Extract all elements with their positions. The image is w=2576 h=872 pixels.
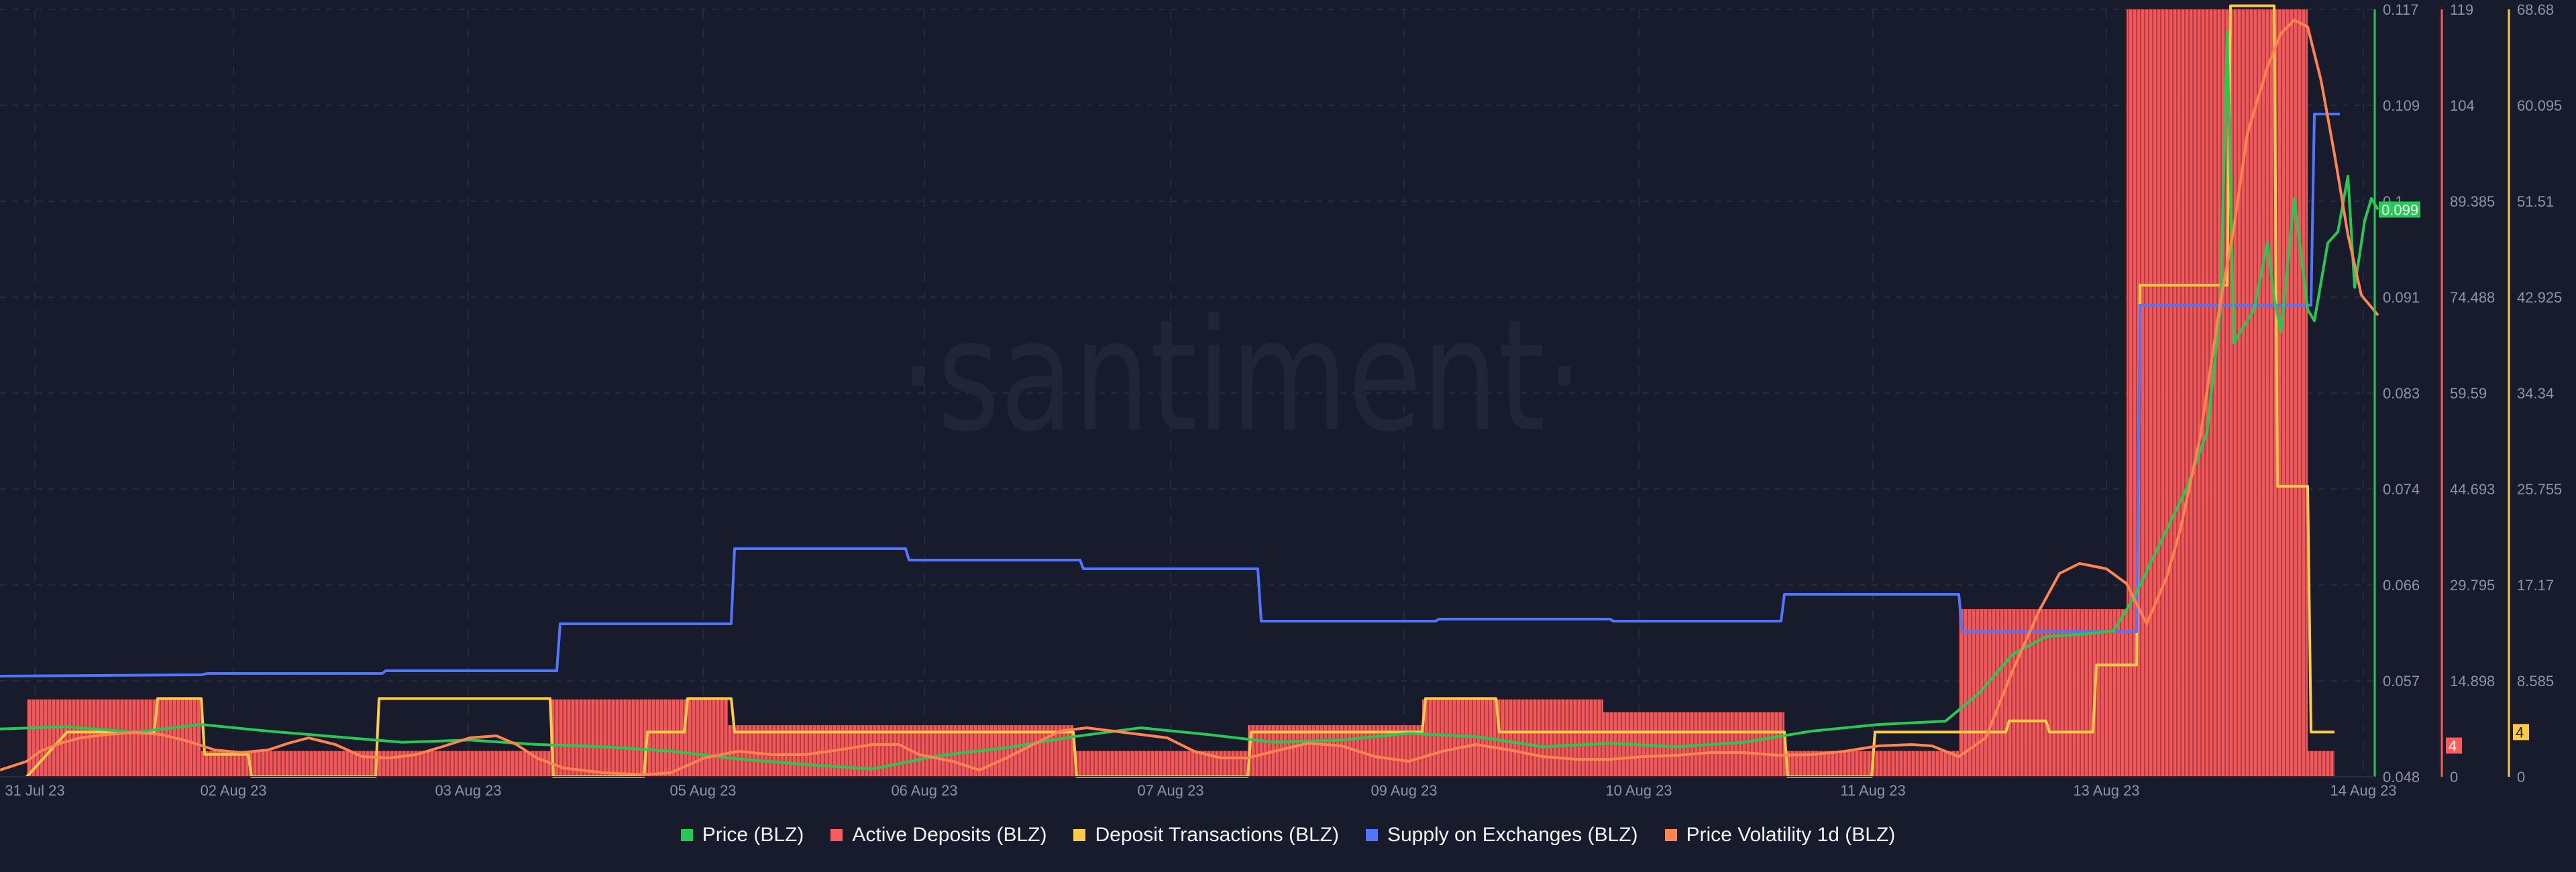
svg-text:68.68: 68.68	[2517, 1, 2554, 18]
svg-text:59.59: 59.59	[2450, 385, 2487, 402]
legend-active-deposits[interactable]: Active Deposits (BLZ)	[830, 824, 1046, 847]
price-swatch-icon	[680, 829, 693, 841]
svg-text:0.083: 0.083	[2383, 385, 2420, 402]
svg-text:0.117: 0.117	[2383, 1, 2418, 18]
legend-price[interactable]: Price (BLZ)	[680, 824, 804, 847]
chart-canvas[interactable]: ·santiment· 0.1170.1090.10.0910.0830.074…	[0, 0, 2576, 812]
volatility-swatch-icon	[1664, 829, 1677, 841]
svg-text:25.755: 25.755	[2517, 481, 2562, 498]
svg-text:0.109: 0.109	[2383, 97, 2420, 114]
svg-text:0.057: 0.057	[2383, 673, 2420, 690]
y-axes: 0.1170.1090.10.0910.0830.0740.0660.0570.…	[2373, 1, 2562, 785]
svg-text:07 Aug 23: 07 Aug 23	[1137, 782, 1203, 799]
svg-text:06 Aug 23: 06 Aug 23	[891, 782, 957, 799]
active-deposits-swatch-icon	[830, 829, 843, 841]
svg-text:4: 4	[2516, 724, 2524, 741]
x-axis: 31 Jul 23 02 Aug 23 03 Aug 23 05 Aug 23 06 A…	[0, 776, 2397, 799]
svg-text:05 Aug 23: 05 Aug 23	[669, 782, 736, 799]
legend-label: Supply on Exchanges (BLZ)	[1387, 824, 1638, 846]
svg-text:0: 0	[2450, 769, 2458, 785]
svg-text:09 Aug 23: 09 Aug 23	[1371, 782, 1437, 799]
svg-text:14 Aug 23: 14 Aug 23	[2330, 782, 2396, 799]
svg-text:4: 4	[2449, 738, 2457, 755]
svg-text:02 Aug 23: 02 Aug 23	[200, 782, 266, 799]
svg-text:0: 0	[2517, 769, 2525, 785]
legend-deposit-transactions[interactable]: Deposit Transactions (BLZ)	[1073, 824, 1339, 847]
svg-text:51.51: 51.51	[2517, 193, 2554, 210]
svg-text:74.488: 74.488	[2450, 289, 2495, 306]
svg-text:104: 104	[2450, 97, 2475, 114]
deposit-transactions-swatch-icon	[1073, 829, 1086, 841]
svg-text:42.925: 42.925	[2517, 289, 2562, 306]
svg-text:31 Jul 23: 31 Jul 23	[5, 782, 64, 799]
svg-text:14.898: 14.898	[2450, 673, 2495, 690]
series-lines	[0, 4, 2379, 778]
svg-text:03 Aug 23: 03 Aug 23	[435, 782, 501, 799]
svg-text:10 Aug 23: 10 Aug 23	[1605, 782, 1672, 799]
gridlines	[0, 9, 2375, 777]
svg-text:29.795: 29.795	[2450, 577, 2495, 594]
supply-swatch-icon	[1365, 829, 1378, 841]
svg-text:11 Aug 23: 11 Aug 23	[1840, 782, 1905, 799]
svg-text:0.048: 0.048	[2383, 769, 2420, 785]
svg-text:0.091: 0.091	[2383, 289, 2420, 306]
svg-text:8.585: 8.585	[2517, 673, 2554, 690]
svg-text:119: 119	[2450, 1, 2473, 18]
legend-label: Active Deposits (BLZ)	[852, 824, 1047, 846]
svg-text:13 Aug 23: 13 Aug 23	[2073, 782, 2139, 799]
svg-text:17.17: 17.17	[2517, 577, 2554, 594]
svg-text:0.066: 0.066	[2383, 577, 2420, 594]
legend-price-volatility[interactable]: Price Volatility 1d (BLZ)	[1664, 824, 1896, 847]
svg-text:34.34: 34.34	[2517, 385, 2554, 402]
santiment-watermark: ·santiment·	[899, 286, 1583, 466]
legend-supply-on-exchanges[interactable]: Supply on Exchanges (BLZ)	[1365, 824, 1638, 847]
legend-label: Deposit Transactions (BLZ)	[1095, 824, 1339, 846]
svg-text:89.385: 89.385	[2450, 193, 2495, 210]
chart-legend: Price (BLZ) Active Deposits (BLZ) Deposi…	[0, 824, 2576, 847]
legend-label: Price (BLZ)	[702, 824, 804, 846]
svg-text:0.074: 0.074	[2383, 481, 2420, 498]
svg-text:44.693: 44.693	[2450, 481, 2495, 498]
legend-label: Price Volatility 1d (BLZ)	[1686, 824, 1896, 846]
svg-text:0.099: 0.099	[2381, 201, 2418, 218]
svg-text:60.095: 60.095	[2517, 97, 2562, 114]
